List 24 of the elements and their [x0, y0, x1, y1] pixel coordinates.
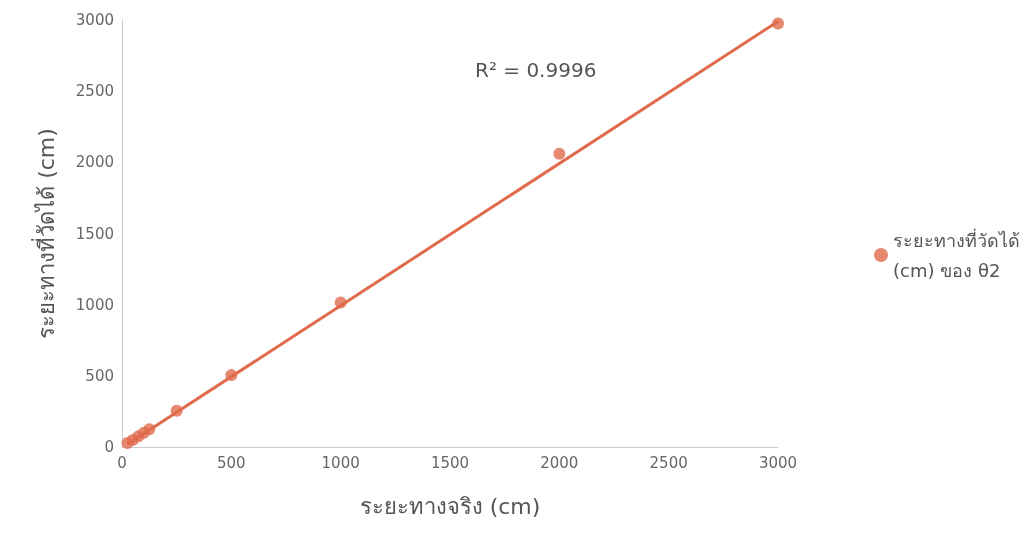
- y-tick-label: 3000: [75, 11, 114, 29]
- x-tick-label: 3000: [758, 453, 798, 472]
- x-axis-title: ระยะทางจริง (cm): [359, 493, 541, 519]
- point: [553, 147, 566, 160]
- point: [334, 296, 347, 309]
- x-tick-label: 0: [117, 453, 127, 472]
- x-tick-label: 1500: [430, 453, 470, 472]
- y-tick-label: 1500: [75, 224, 114, 243]
- x-tick-label: 2000: [540, 453, 579, 472]
- annotation: R² = 0.9996: [475, 58, 597, 82]
- point: [225, 369, 238, 382]
- y-axis-title: ระยะทางที่วัดได้ (cm): [30, 128, 59, 339]
- x-tick-label: 2500: [649, 453, 688, 472]
- y-tick-label: 2000: [75, 153, 114, 172]
- x-tick-label: 500: [217, 453, 246, 472]
- legend-label: ระยะทางที่วัดได้ (cm) ของ θ2: [893, 227, 1020, 281]
- y-tick-label: 500: [85, 366, 114, 385]
- point: [170, 404, 183, 417]
- y-tick-label: 0: [104, 438, 114, 456]
- y-tick-label: 2500: [75, 82, 114, 101]
- point: [772, 17, 784, 30]
- x-tick-label: 1000: [321, 453, 360, 472]
- point: [143, 423, 156, 436]
- y-tick-label: 1000: [75, 295, 114, 314]
